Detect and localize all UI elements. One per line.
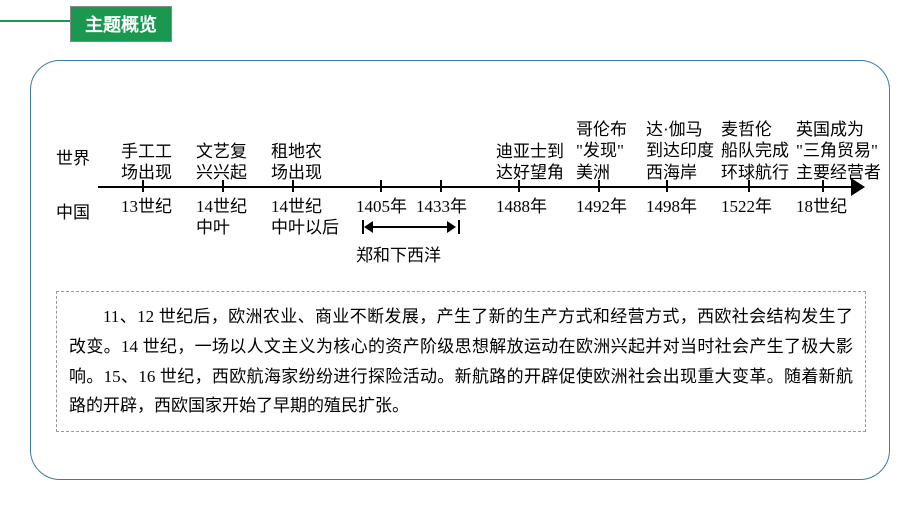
timeline-tick (440, 180, 442, 192)
row-label-world: 世界 (56, 144, 90, 169)
zhenghe-label: 郑和下西洋 (356, 241, 441, 266)
china-date: 1488年 (496, 196, 547, 217)
china-date: 1498年 (646, 196, 697, 217)
world-event: 手工工场出现 (121, 141, 172, 184)
world-event: 文艺复兴兴起 (196, 141, 247, 184)
row-label-china: 中国 (56, 198, 90, 223)
timeline-tick (380, 180, 382, 192)
china-date: 18世纪 (796, 196, 847, 217)
world-event: 哥伦布"发现"美洲 (576, 119, 627, 183)
zhenghe-range-bar (370, 226, 450, 228)
world-event: 迪亚士到达好望角 (496, 141, 564, 184)
world-event: 租地农场出现 (271, 141, 322, 184)
summary-box: 11、12 世纪后，欧洲农业、商业不断发展，产生了新的生产方式和经营方式，西欧社… (56, 291, 866, 432)
china-date: 1492年 (576, 196, 627, 217)
world-event: 麦哲伦船队完成环球航行 (721, 119, 789, 183)
world-event: 达·伽马到达印度西海岸 (646, 119, 714, 183)
timeline-axis (98, 186, 853, 188)
timeline: 世界 中国 手工工场出现 13世纪 文艺复兴兴起 14世纪中叶租地农场出现 14世纪中叶… (56, 86, 866, 276)
china-date: 1522年 (721, 196, 772, 217)
zhenghe-arrow-right-icon (447, 221, 456, 233)
summary-text: 11、12 世纪后，欧洲农业、商业不断发展，产生了新的生产方式和经营方式，西欧社… (69, 302, 853, 421)
china-date: 13世纪 (121, 196, 172, 217)
main-panel: 世界 中国 手工工场出现 13世纪 文艺复兴兴起 14世纪中叶租地农场出现 14世纪中叶… (30, 60, 890, 480)
china-date: 14世纪中叶以后 (271, 196, 339, 239)
header-badge: 主题概览 (70, 6, 172, 42)
zhenghe-range-cap-right (458, 220, 460, 234)
china-date: 14世纪中叶 (196, 196, 247, 239)
header-connector-line (0, 20, 70, 22)
china-date: 1405年 (356, 196, 407, 217)
china-date: 1433年 (416, 196, 467, 217)
world-event: 英国成为"三角贸易"主要经营者 (796, 119, 881, 183)
